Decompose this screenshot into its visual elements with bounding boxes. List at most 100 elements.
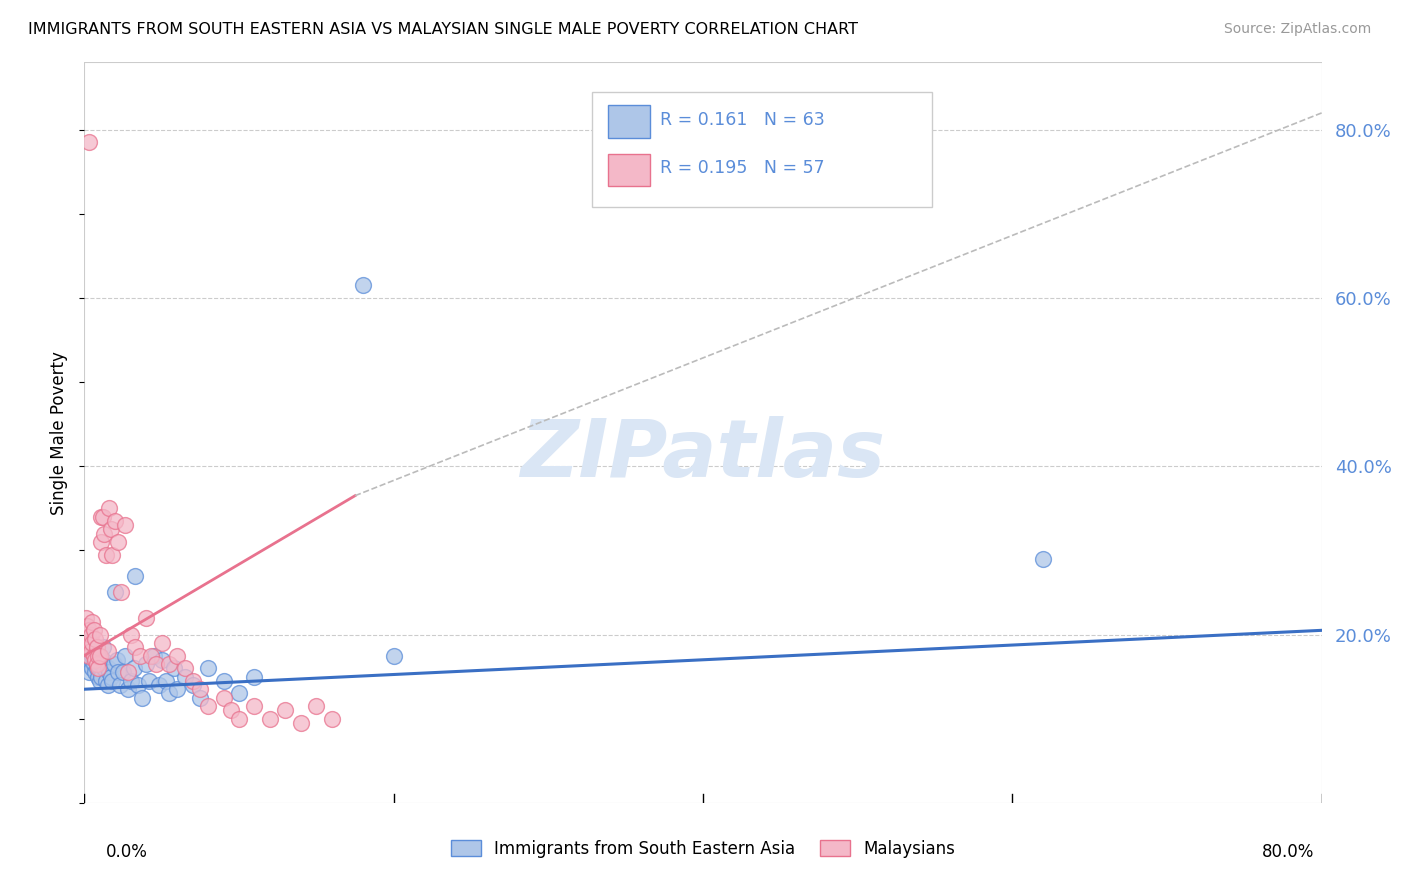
Point <box>98 501 121 516</box>
Point <box>243 699 266 714</box>
Point <box>96 644 118 658</box>
Point <box>76 640 98 655</box>
Point <box>321 712 343 726</box>
Point <box>84 653 107 667</box>
Point <box>82 648 104 663</box>
Point <box>77 636 100 650</box>
Point <box>104 585 127 599</box>
Point <box>89 648 111 663</box>
Point <box>105 653 128 667</box>
Point <box>138 673 160 688</box>
Point <box>259 712 281 726</box>
Point <box>159 657 180 671</box>
Point <box>181 673 204 688</box>
Point <box>145 657 167 671</box>
Point <box>87 648 110 663</box>
Point <box>228 686 250 700</box>
Point <box>101 548 124 562</box>
Point <box>166 648 188 663</box>
Point <box>84 665 107 680</box>
Point <box>290 715 312 730</box>
Point <box>79 627 101 641</box>
Point <box>82 636 104 650</box>
Point <box>86 661 108 675</box>
Text: IMMIGRANTS FROM SOUTH EASTERN ASIA VS MALAYSIAN SINGLE MALE POVERTY CORRELATION : IMMIGRANTS FROM SOUTH EASTERN ASIA VS MA… <box>28 22 858 37</box>
Text: 80.0%: 80.0% <box>1263 843 1315 861</box>
Point <box>112 665 135 680</box>
Point <box>1032 551 1054 566</box>
Point <box>76 657 98 671</box>
Point <box>129 648 152 663</box>
Point <box>94 673 117 688</box>
Point <box>188 690 211 705</box>
Point <box>188 682 211 697</box>
Point <box>87 657 110 671</box>
Point <box>96 678 118 692</box>
Point <box>163 661 186 675</box>
Point <box>305 699 328 714</box>
Point <box>84 632 107 646</box>
Point <box>228 712 250 726</box>
Point <box>86 648 108 663</box>
Point <box>89 661 111 675</box>
Point <box>120 673 142 688</box>
Point <box>174 670 197 684</box>
Point <box>89 673 111 688</box>
Point <box>91 640 114 655</box>
Point <box>212 690 235 705</box>
Point <box>77 648 100 663</box>
Point <box>79 644 101 658</box>
Point <box>93 526 115 541</box>
Point <box>77 648 100 663</box>
Point <box>84 653 107 667</box>
Point <box>197 699 219 714</box>
Point <box>100 522 122 536</box>
Point <box>77 624 100 638</box>
Text: Source: ZipAtlas.com: Source: ZipAtlas.com <box>1223 22 1371 37</box>
Point <box>127 678 149 692</box>
Point <box>75 632 97 646</box>
Point <box>82 615 104 629</box>
Point <box>150 636 173 650</box>
Point <box>87 670 110 684</box>
Point <box>79 653 101 667</box>
Point <box>93 661 115 675</box>
Point <box>212 673 235 688</box>
Point <box>89 648 111 663</box>
Point <box>117 682 139 697</box>
Text: 0.0%: 0.0% <box>105 843 148 861</box>
Point <box>83 624 105 638</box>
Point <box>94 548 117 562</box>
Point <box>122 661 145 675</box>
Point <box>86 657 108 671</box>
Point <box>114 648 136 663</box>
Point <box>148 678 170 692</box>
Point <box>110 585 132 599</box>
Point <box>159 686 180 700</box>
Point <box>101 673 124 688</box>
Point <box>89 627 111 641</box>
Point <box>155 673 177 688</box>
Point <box>117 665 139 680</box>
Point <box>352 278 374 293</box>
Point <box>114 518 136 533</box>
Point <box>76 619 98 633</box>
Point <box>135 610 157 624</box>
Point <box>83 648 105 663</box>
Point <box>83 657 105 671</box>
Point <box>76 644 98 658</box>
Point <box>243 670 266 684</box>
Point <box>77 665 100 680</box>
Y-axis label: Single Male Poverty: Single Male Poverty <box>51 351 69 515</box>
Point <box>75 610 97 624</box>
Point <box>87 661 110 675</box>
Point <box>382 648 405 663</box>
Point <box>90 657 112 671</box>
FancyBboxPatch shape <box>607 153 650 186</box>
Point <box>143 648 166 663</box>
Point <box>120 627 142 641</box>
Point <box>124 640 146 655</box>
Point <box>197 661 219 675</box>
Point <box>90 509 112 524</box>
Point <box>90 535 112 549</box>
